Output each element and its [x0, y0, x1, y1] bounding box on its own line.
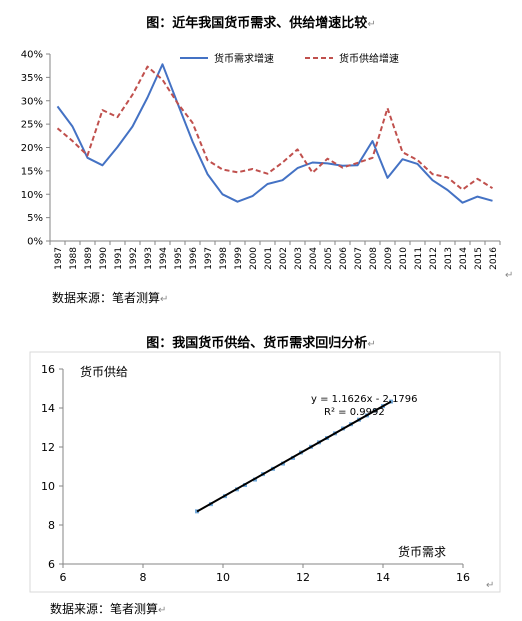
chart2-source-text: 数据来源：笔者测算 — [50, 602, 159, 616]
y-tick-label: 35% — [21, 73, 43, 84]
y-tick-label: 10% — [21, 190, 43, 201]
x-tick-label: 2009 — [384, 247, 394, 270]
x-tick-label: 2011 — [414, 247, 424, 270]
x-tick-label: 1990 — [99, 247, 109, 270]
series-line-1 — [56, 63, 493, 204]
series-line-2 — [56, 65, 494, 191]
x-tick-label: 1996 — [189, 247, 199, 270]
x-tick-label: 1992 — [129, 247, 139, 270]
regression-equation: y = 1.1626x - 2.1796 — [311, 394, 418, 405]
x-tick-label: 1995 — [174, 247, 184, 270]
chart1-source-text: 数据来源：笔者测算 — [52, 291, 161, 305]
y-tick-label: 10 — [41, 480, 55, 493]
y-tick-label: 12 — [41, 441, 55, 454]
x-tick-label: 1999 — [234, 247, 244, 270]
y-tick-label: 14 — [41, 402, 55, 415]
y-axis-title: 货币供给 — [80, 364, 128, 379]
line-chart: 0% 5% 10% 15% 20% 25% 30% 35% 40% 1987 1988 1989 199… — [21, 50, 501, 270]
paragraph-mark-icon: ↵ — [160, 294, 169, 305]
x-tick-label: 2000 — [249, 247, 259, 270]
y-tick-label: 30% — [21, 96, 43, 107]
x-tick-label: 2008 — [369, 247, 379, 270]
chart2-source: 数据来源：笔者测算↵ — [50, 600, 166, 617]
y-tick-label: 6 — [48, 558, 55, 571]
x-tick-label: 12 — [296, 571, 310, 584]
paragraph-mark-icon: ↵ — [486, 580, 495, 591]
y-tick-label: 40% — [21, 50, 43, 61]
x-tick-label: 16 — [456, 571, 470, 584]
legend-label: 货币供给增速 — [339, 52, 399, 65]
chart2-title: 图：我国货币供给、货币需求回归分析↵ — [0, 332, 522, 351]
x-tick-label: 2014 — [459, 247, 469, 270]
y-tick-label: 25% — [21, 120, 43, 131]
x-tick-label: 2001 — [264, 247, 274, 270]
x-tick-label: 8 — [140, 571, 147, 584]
y-tick-label: 20% — [21, 143, 43, 154]
x-tick-label: 1994 — [159, 247, 169, 270]
legend-label: 货币需求增速 — [214, 52, 274, 65]
trendline — [196, 400, 392, 513]
x-tick-label: 1993 — [144, 247, 154, 270]
x-tick-label: 2013 — [444, 247, 454, 270]
x-tick-label: 2007 — [354, 247, 364, 270]
x-tick-label: 2004 — [309, 247, 319, 270]
chart-border — [29, 351, 501, 593]
y-tick-label: 0% — [27, 237, 43, 248]
x-tick-label: 2012 — [429, 247, 439, 270]
x-tick-label: 1998 — [219, 247, 229, 270]
x-tick-label: 14 — [376, 571, 390, 584]
x-tick-label: 2016 — [489, 247, 499, 270]
r-squared-label: R² = 0.9992 — [324, 407, 385, 418]
x-tick-label: 1991 — [114, 247, 124, 270]
x-tick-label: 6 — [60, 571, 67, 584]
y-tick-label: 16 — [41, 363, 55, 376]
paragraph-mark-icon: ↵ — [367, 339, 376, 350]
chart1-title: 图：近年我国货币需求、供给增速比较↵ — [0, 12, 522, 31]
x-axis-title: 货币需求 — [398, 544, 446, 559]
paragraph-mark-icon: ↵ — [505, 270, 514, 281]
x-tick-label: 1989 — [84, 247, 94, 270]
y-tick-label: 15% — [21, 166, 43, 177]
chart2-title-text: 图：我国货币供给、货币需求回归分析 — [146, 336, 368, 351]
x-tick-label: 2015 — [474, 247, 484, 270]
x-tick-label: 10 — [216, 571, 230, 584]
x-tick-label: 2006 — [339, 247, 349, 270]
y-tick-label: 5% — [27, 213, 43, 224]
x-tick-label: 2010 — [399, 247, 409, 270]
y-tick-label: 8 — [48, 519, 55, 532]
x-tick-label: 1987 — [54, 247, 64, 270]
chart1-source: 数据来源：笔者测算↵ — [52, 289, 168, 306]
x-tick-label: 2002 — [279, 247, 289, 270]
paragraph-mark-icon: ↵ — [367, 19, 376, 30]
data-point — [389, 399, 393, 404]
x-tick-label: 2005 — [324, 247, 334, 270]
paragraph-mark-icon: ↵ — [158, 605, 167, 616]
x-tick-label: 1988 — [69, 247, 79, 270]
x-tick-label: 1997 — [204, 247, 214, 270]
chart1-title-text: 图：近年我国货币需求、供给增速比较 — [146, 16, 368, 31]
x-tick-label: 2003 — [294, 247, 304, 270]
